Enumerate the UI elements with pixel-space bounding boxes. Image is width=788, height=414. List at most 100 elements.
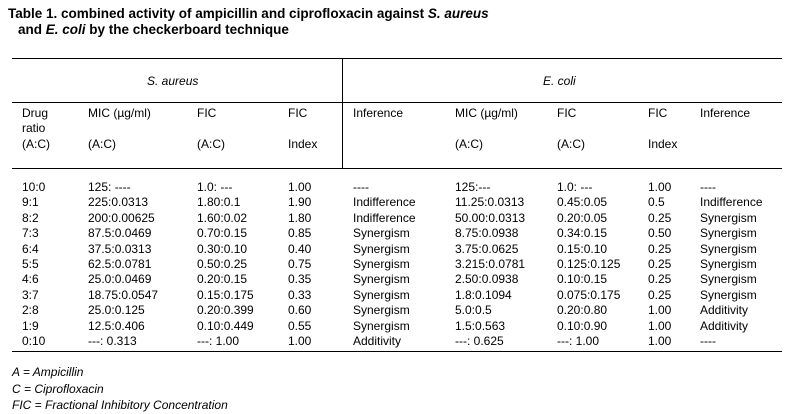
cell-ec-mic: 3.75:0.0625 xyxy=(455,241,519,256)
cell-ec-mic: 3.215:0.0781 xyxy=(455,257,526,271)
cell-ec-fic-index: 0.25 xyxy=(648,287,672,302)
column-header-ec-fic-index: Index xyxy=(648,137,678,151)
cell-ec-inference: Indifference xyxy=(700,195,763,210)
cell-ec-mic: 50.00:0.0313 xyxy=(455,210,526,225)
column-header-sa-fic-index: Index xyxy=(288,137,318,151)
cell-ec-mic: 5.0:0.5 xyxy=(455,303,492,318)
column-header-drug-ratio: (A:C) xyxy=(22,137,50,151)
cell-ec-fic: 0.20:0.05 xyxy=(557,210,608,225)
cell-ec-fic-index: 1.00 xyxy=(648,303,672,318)
column-header-ec-mic: MIC (µg/ml) xyxy=(455,106,518,120)
cell-sa-fic-index: 1.00 xyxy=(288,334,312,348)
cell-ec-mic: 2.50:0.0938 xyxy=(455,272,519,287)
cell-sa-fic: 0.70:0.15 xyxy=(197,226,248,241)
table-top-rule xyxy=(12,58,782,59)
group-header-rule xyxy=(12,102,782,103)
column-header-ec-mic: (A:C) xyxy=(455,137,483,151)
cell-sa-fic: 0.50:0.25 xyxy=(197,257,248,271)
cell-sa-inference: ---- xyxy=(353,180,369,194)
cell-sa-inference: Synergism xyxy=(353,318,410,333)
cell-drug-ratio: 10:0 xyxy=(22,180,46,194)
cell-sa-fic-index: 0.35 xyxy=(288,272,312,287)
column-header-sa-inference: Inference xyxy=(353,106,404,120)
footnote-fic: FIC = Fractional Inhibitory Concentratio… xyxy=(12,398,228,412)
cell-sa-mic: 18.75:0.0547 xyxy=(88,287,159,302)
cell-sa-fic-index: 0.40 xyxy=(288,241,312,256)
cell-sa-mic: 25.0:0.125 xyxy=(88,303,145,318)
cell-ec-inference: ---- xyxy=(700,334,716,348)
cell-ec-fic-index: 1.00 xyxy=(648,180,672,194)
cell-sa-mic: 37.5:0.0313 xyxy=(88,241,152,256)
cell-sa-mic: 225:0.0313 xyxy=(88,195,149,210)
cell-sa-fic: 0.20:0.15 xyxy=(197,272,248,287)
cell-sa-fic: ---: 1.00 xyxy=(197,334,240,348)
cell-ec-fic-index: 1.00 xyxy=(648,334,672,348)
cell-ec-fic-index: 0.25 xyxy=(648,210,672,225)
cell-sa-fic: 1.0: --- xyxy=(197,180,233,194)
cell-ec-mic: 1.8:0.1094 xyxy=(455,287,512,302)
cell-drug-ratio: 0:10 xyxy=(22,334,46,348)
cell-sa-fic-index: 0.60 xyxy=(288,303,312,318)
cell-ec-mic: 1.5:0.563 xyxy=(455,318,506,333)
title-line-1: Table 1. combined activity of ampicillin… xyxy=(8,6,489,21)
cell-sa-mic: 62.5:0.0781 xyxy=(88,257,152,271)
cell-drug-ratio: 9:1 xyxy=(22,195,39,210)
cell-sa-mic: 12.5:0.406 xyxy=(88,318,145,333)
cell-sa-inference: Indifference xyxy=(353,195,416,210)
cell-drug-ratio: 4:6 xyxy=(22,272,39,287)
cell-sa-fic-index: 0.55 xyxy=(288,318,312,333)
cell-ec-fic: 0.10:0.90 xyxy=(557,318,608,333)
table-bottom-rule xyxy=(12,351,782,352)
cell-ec-fic: 0.125:0.125 xyxy=(557,257,621,271)
table-title: Table 1. combined activity of ampicillin… xyxy=(8,6,489,38)
cell-sa-mic: 125: ---- xyxy=(88,180,131,194)
group-divider xyxy=(342,58,343,169)
cell-ec-inference: Synergism xyxy=(700,257,757,271)
column-header-sa-fic: (A:C) xyxy=(197,137,225,151)
footnote-ampicillin: A = Ampicillin xyxy=(12,365,84,379)
column-header-sa-mic: MIC (µg/ml) xyxy=(88,106,151,120)
cell-ec-inference: Synergism xyxy=(700,272,757,287)
cell-ec-fic: 1.0: --- xyxy=(557,180,593,194)
cell-sa-fic: 1.80:0.1 xyxy=(197,195,241,210)
cell-sa-fic: 0.30:0.10 xyxy=(197,241,248,256)
cell-ec-inference: ---- xyxy=(700,180,716,194)
cell-ec-fic-index: 0.25 xyxy=(648,241,672,256)
group-header-e-coli: E. coli xyxy=(543,74,576,88)
cell-drug-ratio: 3:7 xyxy=(22,287,39,302)
cell-ec-inference: Additivity xyxy=(700,318,749,333)
column-header-ec-fic-index: FIC xyxy=(648,106,668,120)
cell-ec-fic: 0.10:0.15 xyxy=(557,272,608,287)
cell-sa-inference: Synergism xyxy=(353,257,410,271)
cell-ec-fic-index: 1.00 xyxy=(648,318,672,333)
cell-sa-inference: Synergism xyxy=(353,241,410,256)
cell-sa-inference: Synergism xyxy=(353,226,410,241)
group-header-s-aureus: S. aureus xyxy=(147,74,199,88)
column-header-drug-ratio: Drug xyxy=(22,106,49,120)
cell-sa-fic-index: 0.75 xyxy=(288,257,312,271)
column-header-rule xyxy=(12,168,782,169)
cell-sa-fic-index: 1.90 xyxy=(288,195,312,210)
cell-ec-mic: 8.75:0.0938 xyxy=(455,226,519,241)
cell-sa-fic-index: 0.33 xyxy=(288,287,312,302)
cell-ec-fic: 0.45:0.05 xyxy=(557,195,608,210)
cell-ec-fic: ---: 1.00 xyxy=(557,334,600,348)
cell-ec-fic: 0.34:0.15 xyxy=(557,226,608,241)
cell-sa-mic: 87.5:0.0469 xyxy=(88,226,152,241)
cell-sa-mic: ---: 0.313 xyxy=(88,334,137,348)
cell-sa-inference: Indifference xyxy=(353,210,416,225)
cell-ec-fic-index: 0.50 xyxy=(648,226,672,241)
column-header-sa-mic: (A:C) xyxy=(88,137,116,151)
cell-sa-fic: 0.15:0.175 xyxy=(197,287,254,302)
cell-drug-ratio: 6:4 xyxy=(22,241,39,256)
cell-ec-inference: Synergism xyxy=(700,226,757,241)
footnote-ciprofloxacin: C = Ciprofloxacin xyxy=(12,382,104,396)
cell-sa-fic-index: 0.85 xyxy=(288,226,312,241)
cell-ec-mic: 11.25:0.0313 xyxy=(455,195,525,210)
cell-sa-fic: 1.60:0.02 xyxy=(197,210,248,225)
cell-sa-mic: 200:0.00625 xyxy=(88,210,155,225)
column-header-ec-fic: FIC xyxy=(557,106,577,120)
cell-ec-inference: Synergism xyxy=(700,210,757,225)
cell-ec-fic: 0.15:0.10 xyxy=(557,241,608,256)
cell-ec-mic: ---: 0.625 xyxy=(455,334,504,348)
